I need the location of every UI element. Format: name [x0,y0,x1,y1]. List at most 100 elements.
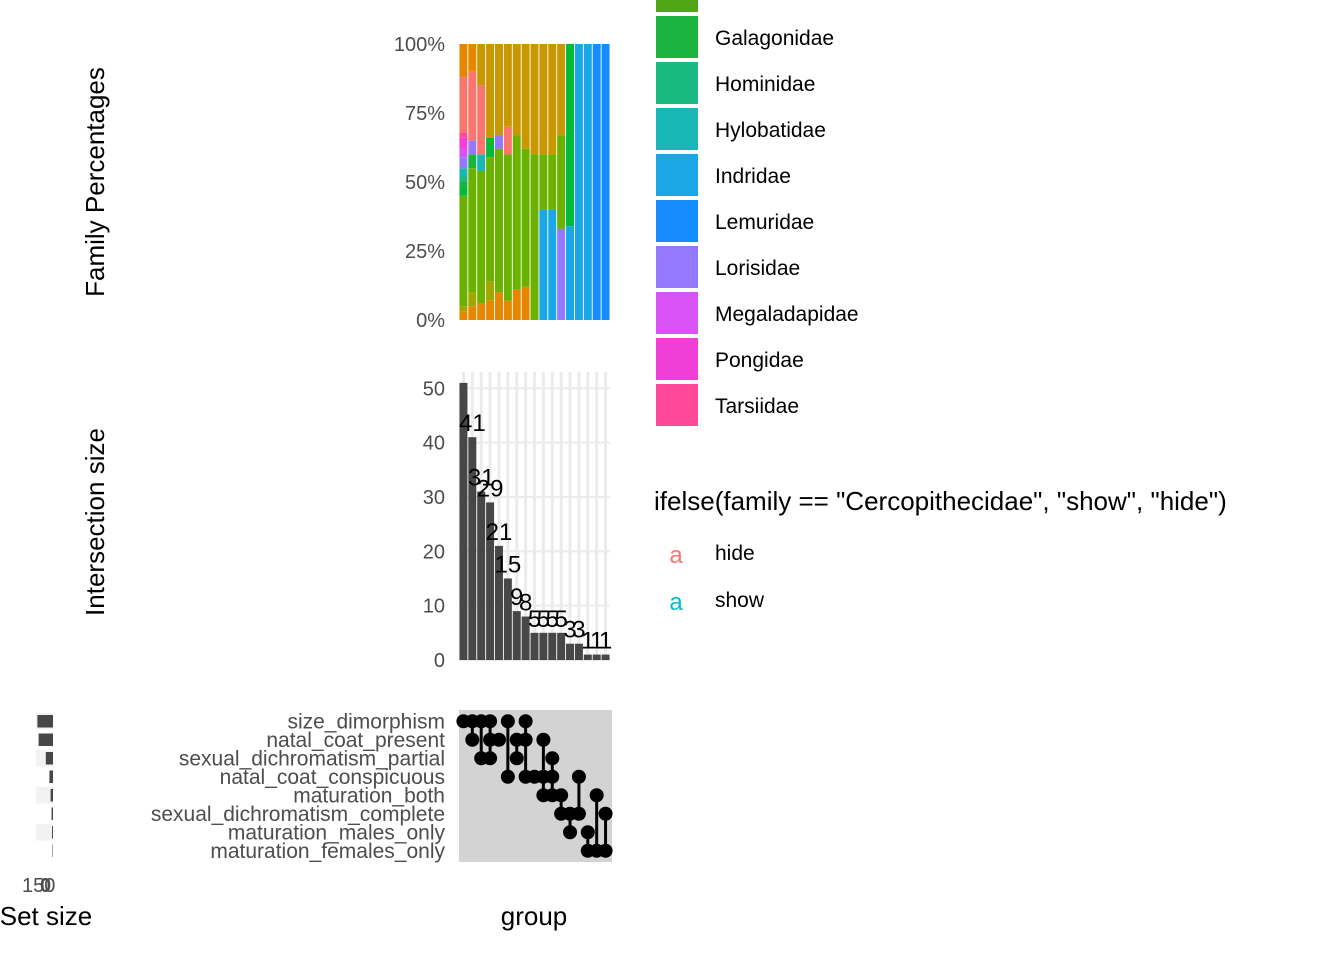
matrix-dot [563,825,578,840]
pct-bar-segment [503,154,512,301]
pct-bar-segment [468,168,477,293]
set-size-row-bg [36,824,53,841]
pct-bar-segment [486,137,495,158]
pct-bar-segment [494,148,503,293]
set-label: natal_coat_conspicuous [220,766,445,789]
legend-key [656,16,698,58]
label-legend-key: a [669,542,683,569]
pct-bar-segment [459,137,468,149]
label-legend-title: ifelse(family == "Cercopithecidae", "sho… [654,486,1227,516]
pct-bar-segment [503,300,512,320]
pct-bar-segment [459,306,468,312]
set-size-bar [49,770,53,783]
intersection-data-label: 5 [554,606,567,633]
set-size-bar [37,715,53,728]
pct-bar-segment [539,154,548,210]
pct-bar-segment [548,209,557,320]
y-axis-title-family-percentages: Family Percentages [80,67,110,297]
label-legend-key: a [669,589,683,616]
family-percentages-panel: 0% 25% 50% 75% 100% [394,34,610,332]
pct-bar-segment [468,71,477,141]
pct-bar-segment [494,292,503,320]
pct-bar-segment [557,135,566,229]
pct-y-tick-label: 0% [416,310,445,332]
legend-key-partial [656,0,698,12]
matrix-dot [483,751,498,766]
pct-bar-segment [459,77,468,133]
pct-bar-segment [477,170,486,304]
intersection-data-label: 15 [495,551,522,578]
intersection-bar [583,654,592,660]
set-size-bar [51,807,53,820]
label-legend: ifelse(family == "Cercopithecidae", "sho… [654,486,1227,616]
set-size-row-bg [36,842,53,859]
intersection-data-label: 31 [468,465,495,492]
intersection-data-label: 1 [590,628,603,655]
intersection-matrix-panel: size_dimorphismnatal_coat_presentsexual_… [151,710,613,863]
set-label: maturation_males_only [228,821,446,844]
set-size-bar [45,752,53,765]
pct-bar-segment [539,209,548,320]
intersection-data-label: 3 [572,617,585,644]
intersection-bar [592,654,601,660]
pct-bar-segment [477,85,486,155]
family-legend: Galagonidae Hominidae Hylobatidae Indridae L… [656,0,859,426]
set-label: natal_coat_present [266,729,445,752]
pct-bar-segment [530,154,539,320]
matrix-dot [483,714,498,729]
intersection-data-label: 8 [519,590,532,617]
pct-y-tick-label: 50% [405,172,445,194]
matrix-dot [598,806,613,821]
label-legend-label: hide [715,542,755,565]
intersection-data-label: 41 [459,410,486,437]
pct-bar-segment [548,44,557,155]
intersection-bar [601,654,610,660]
intersection-bar [486,502,495,660]
matrix-dot [571,769,586,784]
pct-bar-segment [459,44,468,78]
pct-bar-segment [468,306,477,320]
set-label: sexual_dichromatism_partial [179,747,445,770]
pct-bar-segment [459,311,468,320]
legend-key [656,338,698,380]
pct-bar-segment [459,182,468,188]
intersection-bar [477,491,486,660]
legend-label: Galagonidae [715,27,834,50]
matrix-dot [500,714,515,729]
matrix-dot [518,732,533,747]
set-size-row-bg [36,787,53,804]
pct-bar-segment [477,303,486,320]
intersection-bar [512,611,521,660]
set-size-bar [52,826,53,839]
set-label: sexual_dichromatism_complete [151,803,445,826]
set-size-tick-150: 150 [22,875,55,897]
set-size-row-bg [36,768,53,785]
pct-bar-segment [459,195,468,307]
set-label: size_dimorphism [287,710,445,733]
x-axis-title-group: group [501,901,568,931]
matrix-dot [509,751,524,766]
intersection-bar [539,632,548,660]
pct-bar-segment [512,44,521,136]
legend-key [656,246,698,288]
legend-label: Indridae [715,165,791,188]
intersection-y-tick-label: 40 [423,433,445,455]
pct-bar-segment [486,300,495,320]
intersection-bar [548,632,557,660]
legend-key [656,108,698,150]
matrix-dot [580,825,595,840]
pct-bar-segment [459,187,468,196]
pct-bar-segment [512,135,521,290]
intersection-bar [503,578,512,660]
matrix-dot [536,732,551,747]
intersection-data-label: 29 [477,475,504,502]
pct-bar-segment [494,135,503,149]
pct-bar-segment [468,140,477,155]
legend-label: Lemuridae [715,211,814,234]
matrix-dot [598,843,613,858]
matrix-dot [500,769,515,784]
legend-key [656,200,698,242]
intersection-bar [459,382,468,660]
intersection-data-label: 5 [537,606,550,633]
pct-bar-segment [468,292,477,307]
